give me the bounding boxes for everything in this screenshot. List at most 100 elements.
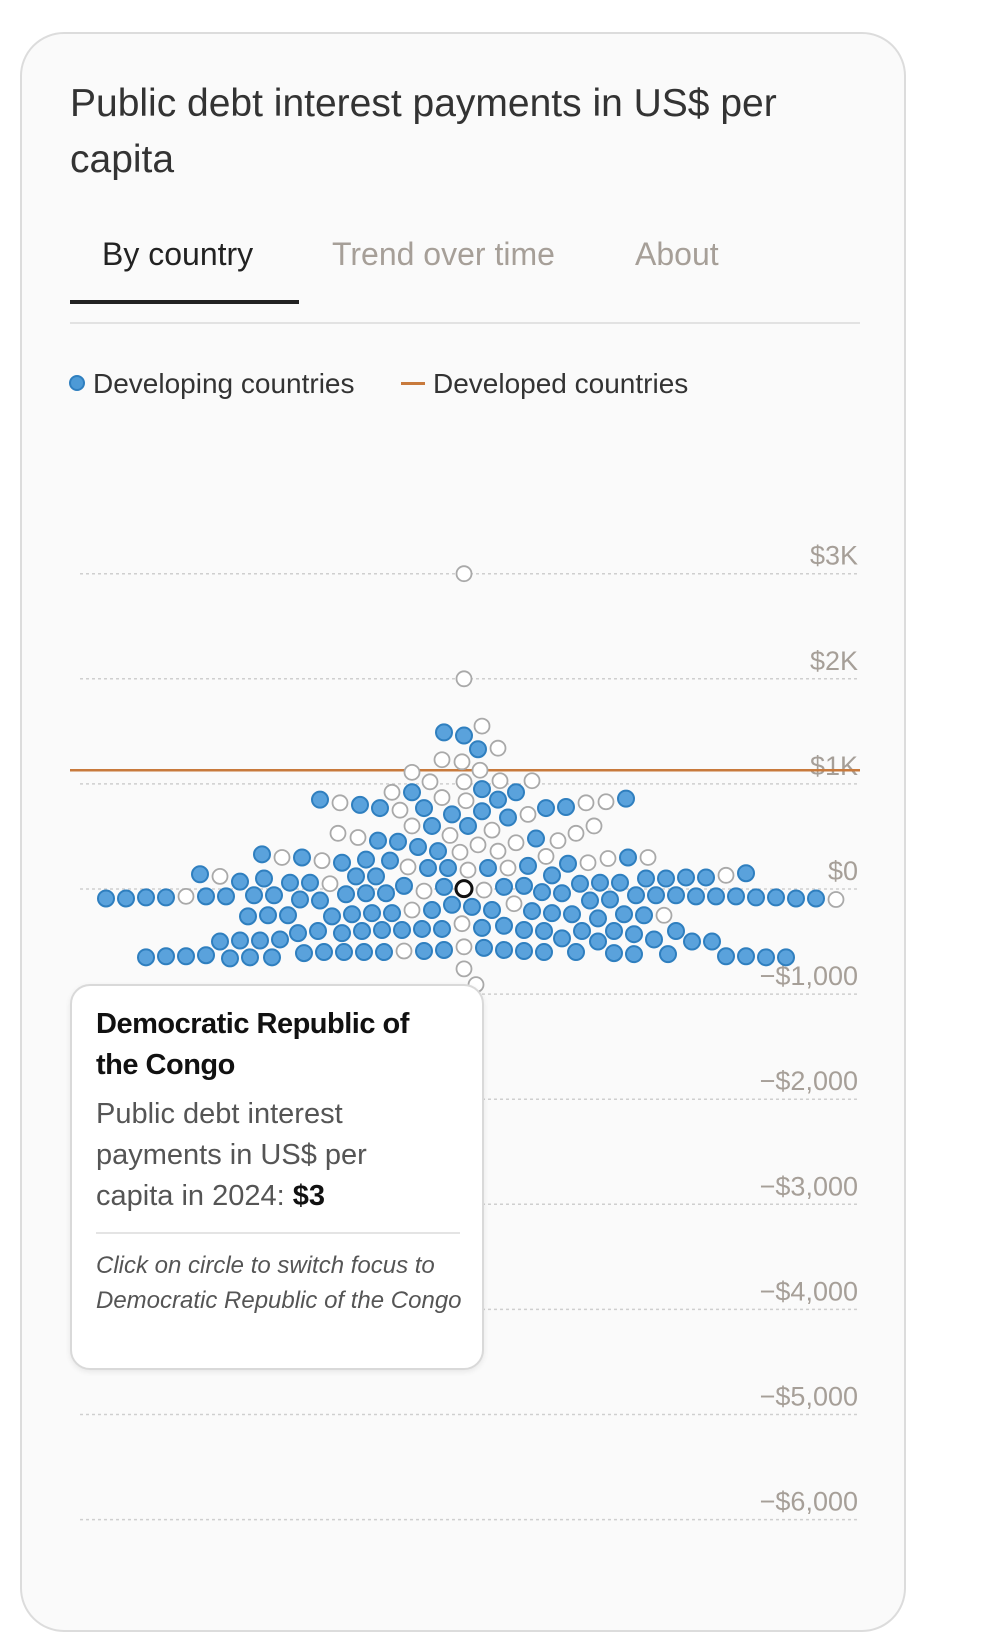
developing-country-dot[interactable] [527,829,545,848]
developing-country-dot[interactable] [435,877,453,896]
developing-country-dot[interactable] [403,783,421,802]
developing-country-dot[interactable] [697,868,715,887]
developing-country-dot[interactable] [423,816,441,835]
developing-country-dot[interactable] [591,873,609,892]
developing-country-dot[interactable] [347,867,365,886]
developing-country-dot[interactable] [535,943,553,962]
country-dot[interactable] [475,881,493,899]
developing-country-dot[interactable] [707,887,725,906]
developing-country-dot[interactable] [523,902,541,921]
developing-country-dot[interactable] [625,945,643,964]
developing-country-dot[interactable] [197,946,215,965]
developing-country-dot[interactable] [615,905,633,924]
developing-country-dot[interactable] [469,740,487,759]
country-dot[interactable] [499,859,517,877]
developing-country-dot[interactable] [435,940,453,959]
developing-country-dot[interactable] [251,931,269,950]
country-dot[interactable] [331,794,349,812]
country-dot[interactable] [433,789,451,806]
developing-country-dot[interactable] [301,873,319,892]
country-dot[interactable] [441,826,459,844]
country-dot[interactable] [639,849,657,866]
developing-country-dot[interactable] [231,872,249,891]
country-dot[interactable] [421,773,439,791]
country-dot[interactable] [599,850,617,867]
developing-country-dot[interactable] [717,947,735,966]
country-dot[interactable] [455,960,473,978]
country-dot[interactable] [585,817,603,835]
developing-country-dot[interactable] [553,929,571,948]
country-dot[interactable] [457,792,475,810]
developing-country-dot[interactable] [291,890,309,909]
developing-country-dot[interactable] [245,886,263,905]
developing-country-dot[interactable] [533,883,551,902]
developing-country-dot[interactable] [627,886,645,905]
developing-country-dot[interactable] [563,905,581,924]
developing-country-dot[interactable] [393,920,411,939]
developing-country-dot[interactable] [519,856,537,875]
country-dot[interactable] [403,817,421,835]
developing-country-dot[interactable] [683,932,701,951]
developing-country-dot[interactable] [177,947,195,966]
developing-country-dot[interactable] [295,944,313,963]
developing-country-dot[interactable] [351,795,369,814]
developing-country-dot[interactable] [375,943,393,962]
developing-country-dot[interactable] [475,938,493,957]
developing-country-dot[interactable] [787,889,805,908]
developing-country-dot[interactable] [645,930,663,949]
country-dot[interactable] [473,717,491,735]
developing-country-dot[interactable] [279,906,297,925]
developing-country-dot[interactable] [315,943,333,962]
developing-country-dot[interactable] [495,916,513,935]
country-dot[interactable] [717,866,735,884]
developing-country-dot[interactable] [507,783,525,802]
developing-country-dot[interactable] [737,864,755,883]
developing-country-dot[interactable] [727,887,745,906]
developing-country-dot[interactable] [573,922,591,941]
developing-country-dot[interactable] [443,895,461,914]
developing-country-dot[interactable] [409,837,427,856]
developing-country-dot[interactable] [363,904,381,923]
developing-country-dot[interactable] [473,802,491,821]
country-dot[interactable] [321,875,339,893]
developing-country-dot[interactable] [473,780,491,799]
country-dot[interactable] [453,753,471,771]
developing-country-dot[interactable] [515,942,533,961]
developing-country-dot[interactable] [455,726,473,745]
developing-country-dot[interactable] [367,867,385,886]
developing-country-dot[interactable] [429,842,447,861]
developing-country-dot[interactable] [439,858,457,877]
developing-country-dot[interactable] [281,873,299,892]
country-dot[interactable] [313,852,331,870]
developing-country-dot[interactable] [535,922,553,941]
developing-country-dot[interactable] [635,906,653,925]
developing-country-dot[interactable] [415,799,433,818]
country-dot[interactable] [455,670,473,688]
developing-country-dot[interactable] [265,886,283,905]
country-dot[interactable] [415,882,433,900]
country-dot[interactable] [491,772,509,790]
developing-country-dot[interactable] [255,869,273,888]
country-dot[interactable] [537,848,555,865]
developing-country-dot[interactable] [371,799,389,818]
developing-country-dot[interactable] [499,808,517,827]
developing-country-dot[interactable] [489,790,507,809]
developing-country-dot[interactable] [253,845,271,864]
developing-country-dot[interactable] [389,832,407,851]
developing-country-dot[interactable] [217,887,235,906]
country-dot[interactable] [469,836,487,854]
country-dot[interactable] [597,793,615,811]
developing-country-dot[interactable] [557,798,575,817]
country-dot[interactable] [211,867,229,885]
developing-country-dot[interactable] [369,831,387,850]
developing-country-dot[interactable] [677,868,695,887]
developing-country-dot[interactable] [581,891,599,910]
developing-country-dot[interactable] [211,932,229,951]
developing-country-dot[interactable] [137,948,155,967]
developing-country-dot[interactable] [157,888,175,907]
developing-country-dot[interactable] [197,887,215,906]
country-dot[interactable] [549,832,567,850]
developing-country-dot[interactable] [703,932,721,951]
developing-country-dot[interactable] [293,848,311,867]
developing-country-dot[interactable] [537,799,555,818]
